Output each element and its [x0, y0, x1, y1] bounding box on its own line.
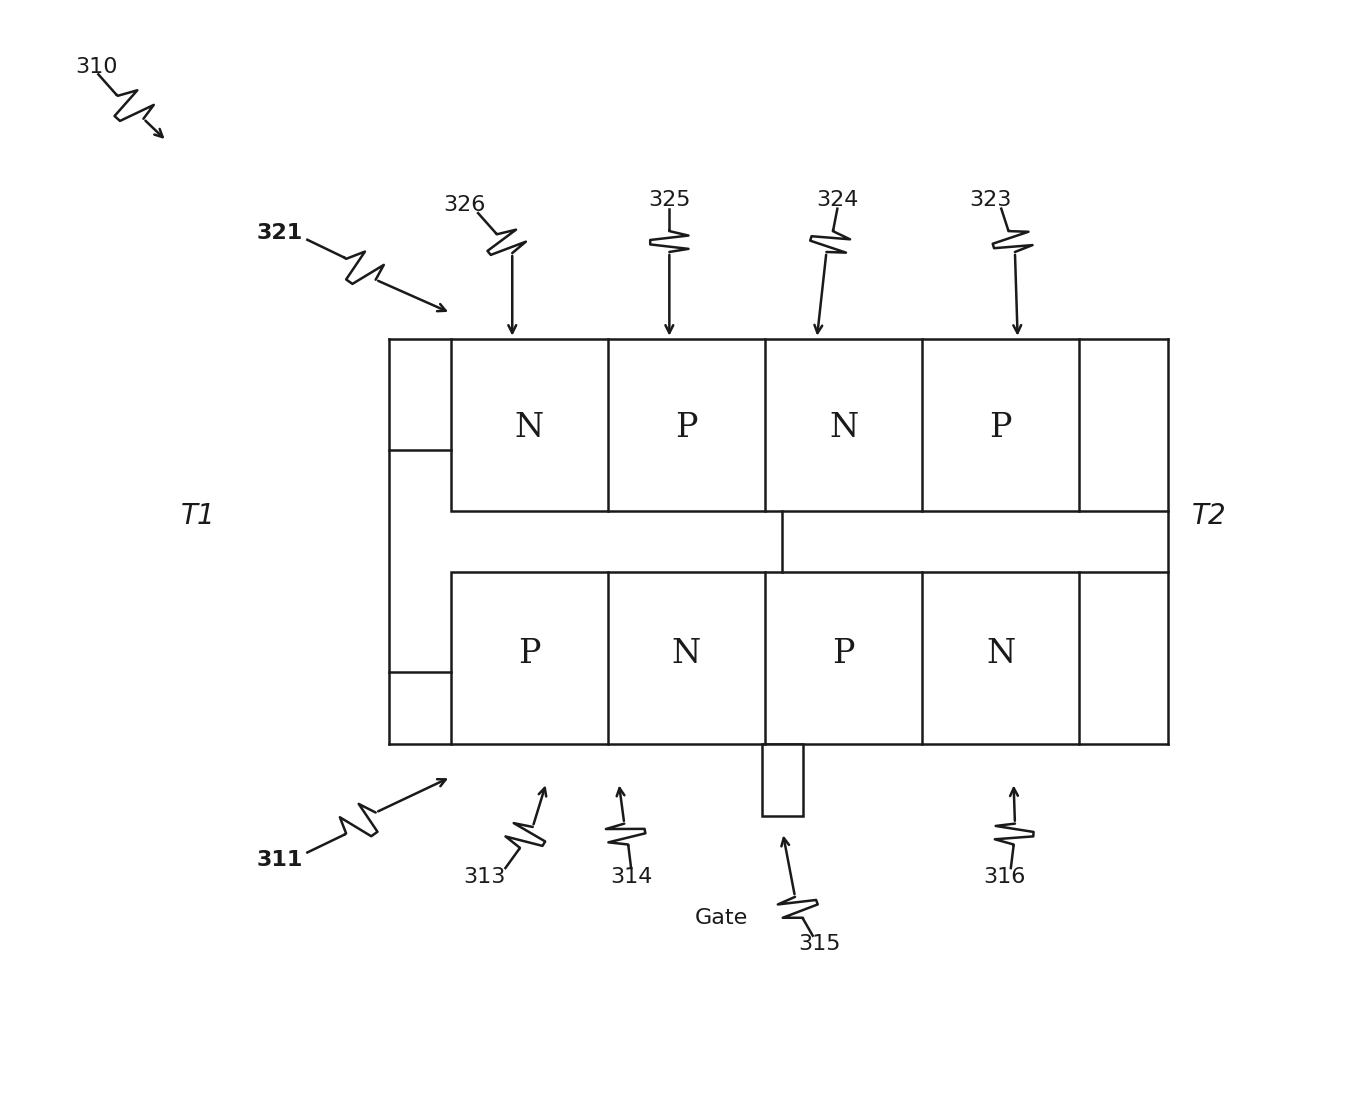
Text: P: P	[518, 638, 541, 670]
Text: 324: 324	[816, 190, 859, 210]
Text: N: N	[672, 638, 701, 670]
Text: 323: 323	[968, 190, 1012, 210]
Text: 314: 314	[609, 867, 653, 887]
Text: T2: T2	[1191, 502, 1227, 531]
Text: P: P	[675, 412, 698, 444]
Text: N: N	[515, 412, 544, 444]
Text: 313: 313	[463, 867, 507, 887]
Text: 316: 316	[982, 867, 1026, 887]
Text: 326: 326	[443, 195, 486, 215]
Text: Gate: Gate	[695, 908, 747, 928]
Text: 325: 325	[647, 190, 691, 210]
Text: T1: T1	[180, 502, 216, 531]
Bar	[761, 744, 802, 816]
Text: 321: 321	[257, 223, 303, 243]
Bar	[451, 339, 1079, 511]
Bar	[451, 572, 1079, 744]
Text: N: N	[986, 638, 1015, 670]
Text: 315: 315	[798, 934, 841, 953]
Text: 311: 311	[257, 850, 303, 870]
Text: P: P	[832, 638, 855, 670]
Text: N: N	[829, 412, 858, 444]
Text: 310: 310	[75, 57, 117, 77]
Text: P: P	[989, 412, 1012, 444]
